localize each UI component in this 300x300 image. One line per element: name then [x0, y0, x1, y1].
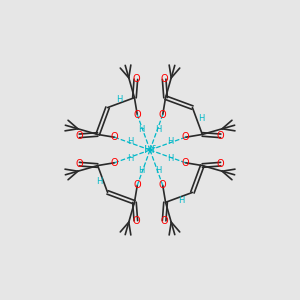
Text: O: O — [182, 132, 189, 142]
Text: O: O — [160, 74, 168, 84]
Text: H: H — [167, 137, 173, 146]
Text: H: H — [167, 154, 173, 163]
Text: Hf: Hf — [144, 145, 156, 155]
Text: O: O — [76, 131, 83, 141]
Text: H: H — [127, 154, 133, 163]
Text: H: H — [178, 196, 184, 206]
Text: O: O — [76, 159, 83, 169]
Text: O: O — [217, 131, 224, 141]
Text: O: O — [159, 110, 166, 120]
Text: H: H — [198, 114, 204, 123]
Text: O: O — [134, 180, 141, 190]
Text: H: H — [96, 177, 102, 186]
Text: O: O — [132, 216, 140, 226]
Text: O: O — [217, 159, 224, 169]
Text: O: O — [111, 132, 119, 142]
Text: H: H — [156, 125, 162, 134]
Text: O: O — [111, 158, 119, 168]
Text: H: H — [138, 125, 144, 134]
Text: O: O — [182, 158, 189, 168]
Text: H: H — [127, 137, 133, 146]
Text: H: H — [156, 166, 162, 175]
Text: O: O — [132, 74, 140, 84]
Text: O: O — [134, 110, 141, 120]
Text: O: O — [159, 180, 166, 190]
Text: O: O — [160, 216, 168, 226]
Text: H: H — [138, 166, 144, 175]
Text: H: H — [116, 94, 122, 103]
